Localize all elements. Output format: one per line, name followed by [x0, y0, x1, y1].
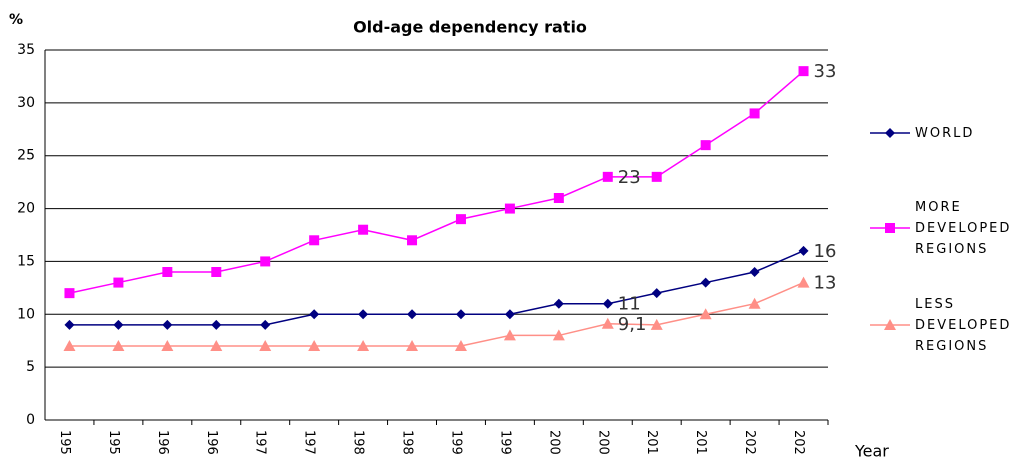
x-tick-label: 202 — [742, 430, 757, 455]
data-point — [357, 340, 370, 351]
data-point — [211, 267, 222, 277]
data-point — [503, 329, 516, 341]
data-point — [504, 309, 515, 320]
data-point — [601, 317, 614, 329]
x-tick-label: 198 — [400, 430, 415, 455]
data-label: 11 — [618, 294, 641, 315]
data-point — [504, 203, 515, 214]
data-point — [64, 319, 75, 330]
x-tick-label: 195 — [106, 430, 121, 455]
x-tick-label: 197 — [253, 430, 268, 455]
x-tick-label: 200 — [595, 430, 610, 455]
data-point — [309, 309, 320, 320]
data-point — [885, 223, 895, 233]
data-point — [797, 276, 810, 288]
x-tick-label: 198 — [351, 430, 366, 455]
legend-label: WORLD — [915, 126, 975, 141]
data-point — [650, 318, 663, 330]
data-point — [699, 308, 712, 320]
data-point — [749, 108, 760, 119]
data-point — [602, 298, 613, 309]
legend-label: MORE DEVELOPED REGIONS — [915, 200, 1012, 257]
x-tick-label: 201 — [644, 430, 659, 455]
data-point — [260, 319, 271, 330]
x-axis-label: Year — [854, 442, 889, 461]
x-tick-label: 202 — [791, 430, 806, 455]
data-point — [260, 256, 271, 267]
data-point — [454, 340, 467, 351]
chart-title: Old-age dependency ratio — [353, 18, 587, 37]
x-tick-label: 199 — [448, 430, 463, 455]
legend-label: LESS DEVELOPED REGIONS — [915, 297, 1012, 354]
data-point — [63, 340, 76, 351]
data-point — [602, 171, 613, 182]
series-line — [69, 250, 804, 326]
data-label: 23 — [618, 167, 641, 188]
data-point — [455, 214, 466, 225]
y-tick-label: 10 — [17, 306, 35, 322]
data-point — [112, 340, 125, 351]
data-point — [552, 329, 565, 341]
data-point — [651, 171, 662, 182]
x-tick-label: 196 — [204, 430, 219, 455]
data-point — [64, 288, 75, 299]
y-tick-label: 25 — [17, 148, 35, 164]
x-tick-label: 196 — [155, 430, 170, 455]
data-point — [455, 309, 466, 320]
data-point — [407, 235, 418, 246]
x-tick-label: 201 — [693, 430, 708, 455]
data-label: 33 — [814, 61, 837, 82]
data-point — [884, 319, 896, 330]
y-tick-label: 15 — [17, 253, 35, 269]
data-point — [798, 245, 809, 256]
x-tick-label: 200 — [546, 430, 561, 455]
data-point — [162, 267, 173, 277]
data-point — [749, 267, 760, 277]
series-line — [69, 70, 805, 294]
data-point — [651, 288, 662, 299]
data-point — [748, 297, 761, 309]
x-tick-label: 195 — [57, 430, 72, 455]
data-point — [309, 235, 320, 246]
data-point — [700, 277, 711, 288]
data-point — [700, 140, 711, 151]
y-axis-label: % — [9, 12, 23, 28]
data-point — [798, 66, 809, 77]
data-point — [358, 309, 369, 320]
data-point — [308, 340, 321, 351]
data-point — [553, 298, 564, 309]
data-point — [553, 193, 564, 203]
data-point — [407, 309, 418, 320]
data-label: 16 — [814, 241, 837, 262]
data-point — [210, 340, 223, 351]
y-tick-label: 5 — [26, 359, 35, 375]
y-tick-label: 35 — [17, 42, 35, 58]
x-tick-label: 199 — [497, 430, 512, 455]
y-tick-label: 20 — [17, 201, 35, 217]
data-label: 13 — [814, 273, 837, 294]
data-point — [358, 224, 369, 235]
data-point — [406, 340, 419, 351]
data-point — [113, 277, 124, 288]
data-point — [113, 319, 124, 330]
x-tick-label: 197 — [302, 430, 317, 455]
y-tick-label: 30 — [17, 95, 35, 111]
data-point — [259, 340, 272, 351]
data-point — [211, 319, 222, 330]
series-line — [69, 281, 804, 347]
data-point — [162, 319, 173, 330]
data-point — [885, 128, 895, 138]
data-point — [161, 340, 174, 351]
data-label: 9,1 — [618, 314, 647, 335]
y-tick-label: 0 — [26, 412, 35, 428]
